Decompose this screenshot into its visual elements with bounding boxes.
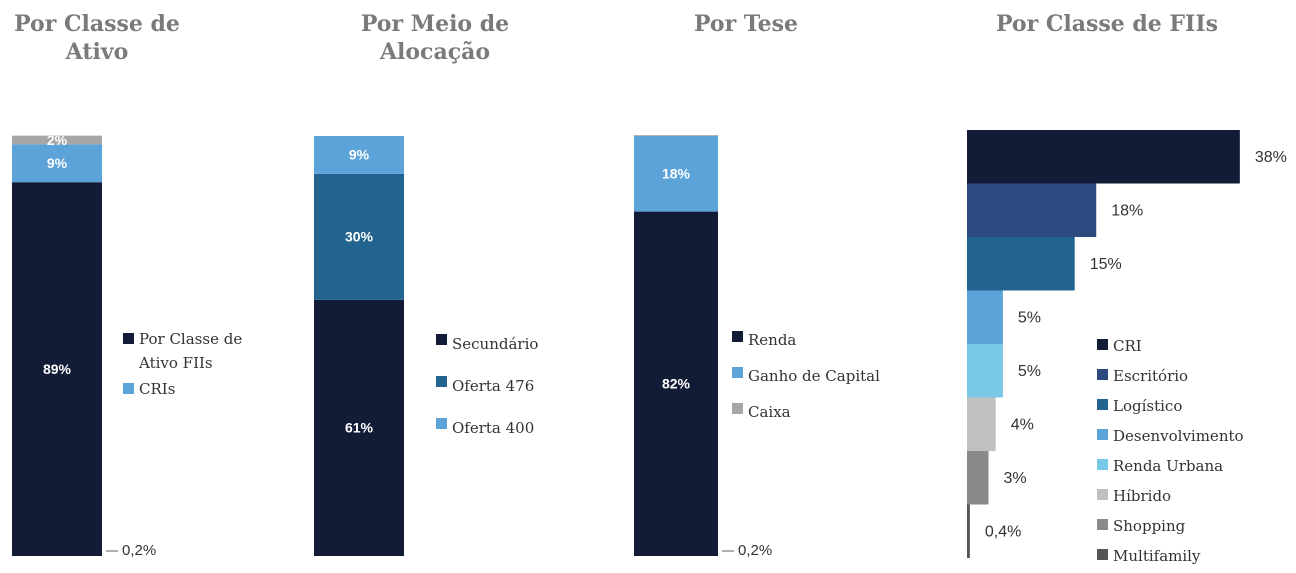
bar-segment (634, 136, 718, 212)
value-label: 18% (662, 166, 691, 182)
legend-item: Logístico (1097, 393, 1296, 420)
legend-item: Desenvolvimento (1097, 423, 1296, 450)
legend-item: CRI (1097, 333, 1296, 360)
bar (967, 237, 1075, 291)
bar (967, 397, 996, 451)
chart-title: Por Meio de Alocação (360, 11, 510, 65)
legend-item: CRIs (123, 377, 273, 401)
legend-swatch (732, 367, 743, 378)
chart-title: Por Tese (693, 11, 799, 37)
bar (967, 504, 970, 558)
legend-swatch (1097, 399, 1108, 410)
legend-item: Renda Urbana (1097, 453, 1296, 480)
legend-swatch (436, 376, 447, 387)
legend-label: CRIs (139, 380, 176, 398)
legend-label: Por Classe de Ativo FIIs (139, 330, 243, 372)
legend-item: Oferta 476 (436, 370, 636, 403)
value-label: 3% (1004, 470, 1027, 487)
legend-label: Logístico (1113, 397, 1183, 415)
legend-label: Caixa (748, 403, 791, 421)
legend: Secundário Oferta 476 Oferta 400 (436, 328, 636, 454)
legend-item: Por Classe de Ativo FIIs (123, 327, 273, 375)
legend-item: Secundário (436, 328, 636, 361)
legend-swatch (123, 383, 134, 394)
value-label: 4% (1011, 416, 1034, 433)
legend-swatch (1097, 519, 1108, 530)
legend: CRI Escritório Logístico Desenvolvimento Ren… (1097, 333, 1296, 573)
value-label: 61% (345, 420, 374, 436)
value-label: 0,2% (122, 542, 156, 558)
legend-item: Híbrido (1097, 483, 1296, 510)
value-label: 5% (1018, 309, 1041, 326)
legend-item: Escritório (1097, 363, 1296, 390)
legend-label: Híbrido (1113, 487, 1172, 505)
legend-item: Oferta 400 (436, 412, 636, 445)
bar (967, 183, 1097, 237)
bar (967, 451, 989, 505)
value-label: 0,2% (738, 542, 772, 558)
value-label: 18% (1111, 202, 1143, 219)
value-label: 15% (1090, 256, 1122, 273)
legend: Por Classe de Ativo FIIs CRIs (123, 327, 273, 403)
page: {"chart_data": [ {"type": "bar", "stacke… (12, 11, 1287, 565)
legend-item: Shopping (1097, 513, 1296, 540)
legend-swatch (1097, 549, 1108, 560)
bar (967, 130, 1240, 184)
legend-item: Multifamily (1097, 543, 1296, 570)
legend-label: Ganho de Capital (748, 367, 880, 385)
legend-swatch (1097, 489, 1108, 500)
chart-title: Por Classe de FIIs (995, 11, 1219, 37)
charts: 89% 9% 2% 0,2% 61% 30% 9% 82% 18% 0,2% 38% 18% 15% 5%… (12, 130, 1287, 558)
legend-label: Oferta 400 (452, 419, 535, 437)
legend-label: Shopping (1113, 517, 1186, 535)
value-label: 0,4% (985, 523, 1021, 540)
bar-segment (12, 182, 102, 556)
bar-segment (12, 135, 102, 136)
legend-swatch (436, 334, 447, 345)
legend-swatch (1097, 429, 1108, 440)
legend-label: Secundário (452, 335, 539, 353)
value-label: 9% (349, 147, 370, 163)
bar (967, 290, 1003, 344)
bar-segment (12, 144, 102, 183)
legend-swatch (123, 333, 134, 344)
legend: Renda Ganho de Capital Caixa (732, 325, 932, 433)
legend-item: Ganho de Capital (732, 361, 932, 391)
value-label: 9% (47, 155, 68, 171)
value-label: 38% (1255, 149, 1287, 166)
legend-label: Multifamily (1113, 547, 1201, 565)
legend-swatch (1097, 339, 1108, 350)
legend-label: Renda (748, 331, 797, 349)
value-label: 30% (345, 229, 374, 245)
bar-segment (314, 299, 404, 556)
legend-label: Renda Urbana (1113, 457, 1224, 475)
bar (967, 344, 1003, 398)
legend-item: Caixa (732, 397, 932, 427)
legend-label: Escritório (1113, 367, 1189, 385)
legend-label: Oferta 476 (452, 377, 535, 395)
value-label: 2% (47, 132, 68, 148)
legend-swatch (732, 403, 743, 414)
legend-swatch (732, 331, 743, 342)
bar-segment (12, 136, 102, 145)
bar-segment (634, 135, 718, 136)
bar-segment (314, 173, 404, 300)
legend-swatch (436, 418, 447, 429)
legend-label: CRI (1113, 337, 1142, 355)
value-label: 89% (43, 361, 72, 377)
legend-swatch (1097, 369, 1108, 380)
legend-label: Desenvolvimento (1113, 427, 1244, 445)
bar-segment (314, 136, 404, 174)
bar-segment (634, 211, 718, 556)
value-label: 5% (1018, 363, 1041, 380)
value-label: 82% (662, 376, 691, 392)
legend-swatch (1097, 459, 1108, 470)
legend-item: Renda (732, 325, 932, 355)
chart-title: Por Classe de Ativo (14, 11, 180, 65)
